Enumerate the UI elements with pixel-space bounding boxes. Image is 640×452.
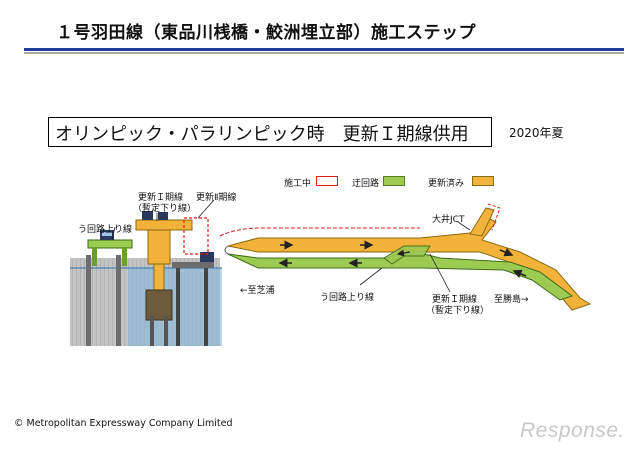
plan-bypass-up-label: う回路上り線 bbox=[320, 293, 375, 303]
plan-renewal-i-note: （暫定下り線） bbox=[426, 306, 490, 316]
title-rule-blue bbox=[24, 48, 624, 51]
phase-box bbox=[48, 117, 492, 147]
section-bypass-up-label: う回路上り線 bbox=[78, 225, 133, 235]
legend-updated-label: 更新済み bbox=[428, 179, 465, 189]
oi-jct-label: 大井JCT bbox=[432, 215, 465, 225]
to-shibaura-label: ←至芝浦 bbox=[240, 286, 275, 296]
legend-construction-label: 施工中 bbox=[284, 179, 312, 189]
renewal-pier-column bbox=[147, 227, 171, 265]
cross-section bbox=[70, 199, 222, 346]
legend-bypass-swatch bbox=[383, 176, 405, 186]
phase-label: オリンピック・パラリンピック時 更新Ｉ期線供用 bbox=[55, 124, 469, 145]
renewal-line-band bbox=[227, 217, 592, 311]
footer-copyright: © Metropolitan Expressway Company Limite… bbox=[14, 418, 233, 429]
legend-construction-swatch bbox=[316, 176, 338, 186]
construction-outline bbox=[183, 217, 209, 255]
slide-title: １号羽田線（東品川桟橋・鮫洲埋立部）施工ステップ bbox=[56, 23, 476, 43]
section-renewal-i-note: （暫定下り線） bbox=[133, 204, 197, 214]
legend-bypass-label: 迂回路 bbox=[352, 179, 380, 189]
legend-updated-swatch bbox=[472, 176, 494, 186]
plan-view bbox=[219, 203, 592, 311]
section-renewal-i-label: 更新Ｉ期線 bbox=[138, 193, 184, 203]
response-logo: Response. bbox=[520, 419, 625, 442]
oi-jct-ramp bbox=[469, 207, 495, 237]
section-renewal-ii-label: 更新Ⅱ期線 bbox=[196, 193, 237, 203]
plan-renewal-i-label: 更新Ｉ期線 bbox=[432, 295, 478, 305]
title-rule-gray bbox=[24, 52, 624, 54]
year-label: 2020年夏 bbox=[509, 126, 564, 140]
to-katsushima-label: 至勝島→ bbox=[494, 295, 529, 305]
